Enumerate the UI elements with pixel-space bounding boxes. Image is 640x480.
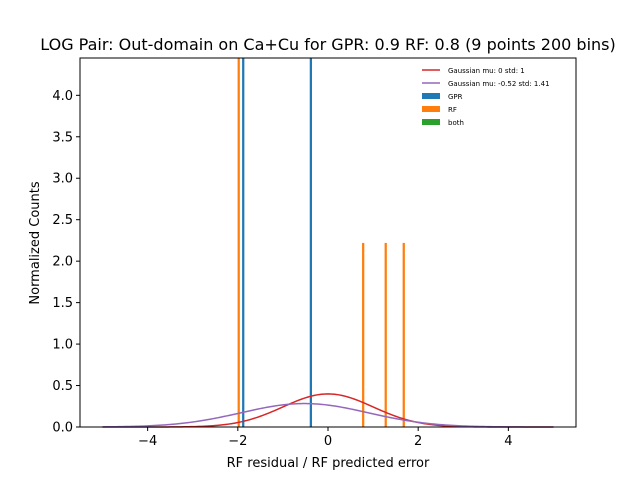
x-tick-label: −4 xyxy=(138,434,157,449)
gaussian-curve-2 xyxy=(102,402,554,428)
y-axis-ticks: 0.0 0.5 1.0 1.5 2.0 2.5 3.0 3.5 4.0 xyxy=(52,89,80,436)
x-tick-label: 2 xyxy=(414,434,422,449)
legend-label: both xyxy=(448,119,464,127)
y-tick-label: 2.0 xyxy=(52,255,73,270)
y-tick-label: 0.0 xyxy=(52,421,73,436)
y-tick-label: 3.0 xyxy=(52,172,73,187)
bar-rf-3 xyxy=(402,242,405,427)
legend-swatch xyxy=(422,106,440,112)
legend-label: GPR xyxy=(448,93,463,101)
y-tick-label: 1.5 xyxy=(52,296,73,311)
legend-label: Gaussian mu: -0.52 std: 1.41 xyxy=(448,80,550,88)
legend-label: Gaussian mu: 0 std: 1 xyxy=(448,67,525,75)
legend-swatch xyxy=(422,119,440,125)
bar-rf-0 xyxy=(237,58,240,427)
x-tick-label: −2 xyxy=(228,434,247,449)
y-tick-label: 0.5 xyxy=(52,379,73,394)
y-tick-label: 4.0 xyxy=(52,89,73,104)
y-tick-label: 3.5 xyxy=(52,130,73,145)
x-axis-label: RF residual / RF predicted error xyxy=(227,456,430,471)
legend-label: RF xyxy=(448,106,457,114)
bar-rf-1 xyxy=(362,242,365,427)
legend-frame xyxy=(415,61,572,129)
x-tick-label: 4 xyxy=(504,434,512,449)
y-tick-label: 1.0 xyxy=(52,338,73,353)
x-axis-ticks: −4 −2 0 2 4 xyxy=(138,427,513,449)
bar-rf-2 xyxy=(384,242,387,427)
chart-title: LOG Pair: Out-domain on Ca+Cu for GPR: 0… xyxy=(40,35,616,54)
bar-gpr-0 xyxy=(242,58,245,427)
x-tick-label: 0 xyxy=(324,434,332,449)
bar-gpr-1 xyxy=(309,58,312,427)
y-axis-label: Normalized Counts xyxy=(28,181,43,304)
y-tick-label: 2.5 xyxy=(52,213,73,228)
legend: Gaussian mu: 0 std: 1 Gaussian mu: -0.52 … xyxy=(415,61,572,129)
legend-swatch xyxy=(422,93,440,99)
gaussian-curve-1 xyxy=(102,393,554,428)
